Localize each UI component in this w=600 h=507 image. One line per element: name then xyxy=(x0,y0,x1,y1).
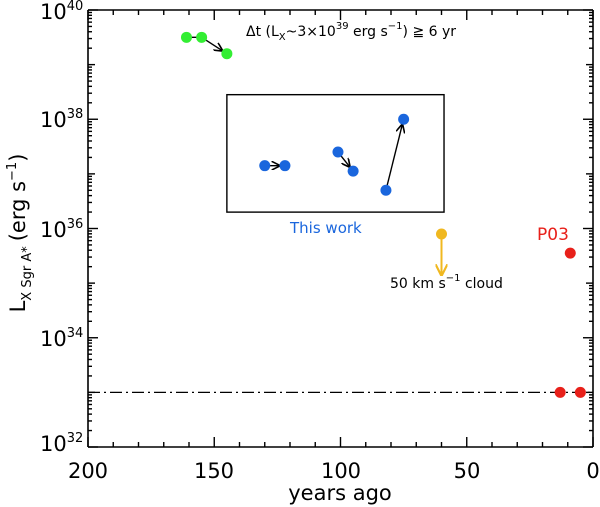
p03-label: P03 xyxy=(537,225,569,245)
chart-marks xyxy=(87,9,594,448)
point-p03-0 xyxy=(564,247,576,259)
point-this-work-pair-1-1 xyxy=(279,160,291,172)
y-axis-title: LX Sgr A*(erg s−1) xyxy=(5,154,35,313)
point-quiescent-0 xyxy=(554,386,566,398)
point-green-0 xyxy=(180,31,192,43)
point-green-2 xyxy=(221,48,233,60)
point-green-1 xyxy=(196,31,208,43)
y-tick-label-32: 1032 xyxy=(40,431,83,456)
x-tick-label-200: 200 xyxy=(68,459,108,483)
y-tick-label-36: 1036 xyxy=(40,217,83,242)
x-tick-label-50: 50 xyxy=(454,459,481,483)
x-tick-label-100: 100 xyxy=(321,459,361,483)
arrow-this-work-pair-3 xyxy=(385,125,402,191)
point-quiescent-1 xyxy=(574,386,586,398)
point-50-km-s-cloud-0 xyxy=(436,228,447,240)
y-tick-label-38: 1038 xyxy=(40,107,83,132)
point-this-work-pair-3-0 xyxy=(380,184,392,196)
cloud-label: 50 km s−1 cloud xyxy=(390,273,503,292)
this-work-box xyxy=(226,93,445,213)
x-axis-title: years ago xyxy=(288,481,392,505)
point-this-work-pair-1-0 xyxy=(259,160,271,172)
x-tick-label-150: 150 xyxy=(194,459,234,483)
y-tick-label-34: 1034 xyxy=(40,326,83,351)
point-this-work-pair-3-1 xyxy=(398,113,410,125)
point-this-work-pair-2-1 xyxy=(347,165,359,177)
x-tick-label-0: 0 xyxy=(586,459,599,483)
y-tick-label-40: 1040 xyxy=(40,0,83,24)
delta-t-annotation: Δt (LX~3×1039 erg s−1) ≧ 6 yr xyxy=(246,21,456,43)
point-this-work-pair-2-0 xyxy=(332,146,344,158)
this-work-label: This work xyxy=(289,219,362,237)
